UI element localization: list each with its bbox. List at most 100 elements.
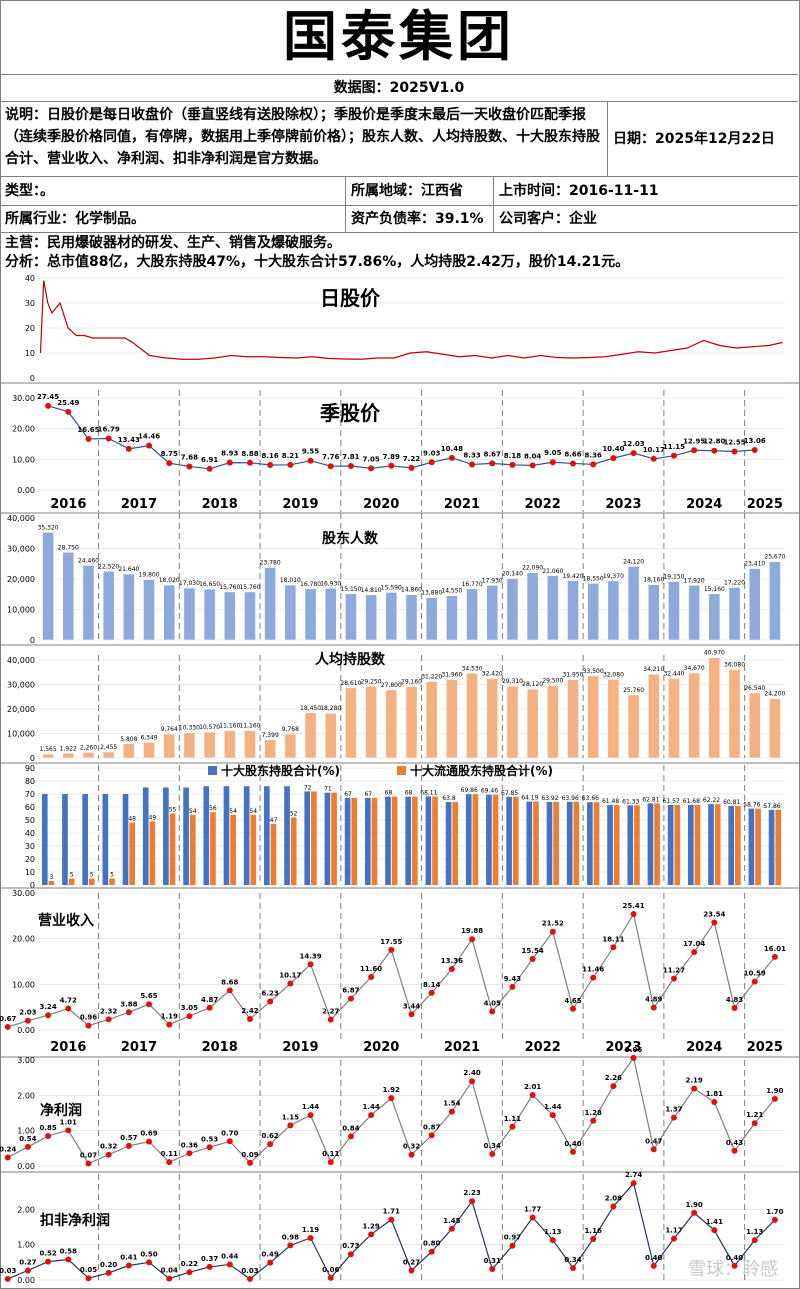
revenue-year-label: 2021 xyxy=(444,1040,480,1055)
holders-ytick: 40,000 xyxy=(7,514,35,523)
net-profit-point xyxy=(610,1083,617,1090)
adjusted-net-profit-data-label: 0.05 xyxy=(80,1266,97,1274)
revenue-point xyxy=(408,1011,415,1018)
quarter-price-point xyxy=(630,450,637,457)
industry-text: 所属行业：化学制品。 xyxy=(5,211,145,227)
adjusted-net-profit-point xyxy=(549,1237,556,1244)
quarter-price-data-label: 11.15 xyxy=(663,443,685,451)
top10-holdings-legend-swatch xyxy=(208,766,217,775)
top10-holdings-bar-total xyxy=(41,794,48,885)
per-holder-data-label: 18,450 xyxy=(300,705,321,712)
adjusted-net-profit-data-label: 0.22 xyxy=(181,1260,198,1268)
adjusted-net-profit-point xyxy=(65,1256,72,1263)
per-holder-data-label: 2,455 xyxy=(100,744,117,751)
quarter-price-point xyxy=(691,447,698,454)
quarter-price-data-label: 7.22 xyxy=(403,455,420,463)
net-profit-data-label: 1.44 xyxy=(544,1103,561,1111)
top10-holdings-ytick: 30 xyxy=(25,842,35,851)
holders-bar xyxy=(143,579,155,641)
per-holder-bar xyxy=(284,733,297,759)
per-holder-bar xyxy=(183,732,196,759)
holders-bar xyxy=(345,593,357,641)
per-holder-bar xyxy=(365,686,377,759)
quarter-price-point xyxy=(327,463,334,470)
adjusted-net-profit-point xyxy=(388,1216,395,1223)
top10-holdings-legend-swatch xyxy=(397,766,406,775)
per-holder-title: 人均持股数 xyxy=(315,651,386,668)
net-profit-point xyxy=(469,1078,476,1085)
holders-bar xyxy=(365,594,377,641)
top10-holdings-bar-total xyxy=(82,794,88,885)
adjusted-net-profit-point xyxy=(307,1234,314,1241)
top10-holdings-legend-label: 十大股东持股合计(%) xyxy=(221,763,340,778)
revenue-point xyxy=(428,989,435,996)
per-holder-bar xyxy=(466,673,478,759)
top10-holdings-bar-total xyxy=(163,787,169,885)
quarter-price-point xyxy=(246,459,253,466)
holders-data-label: 19,420 xyxy=(563,573,584,580)
revenue-data-label: 10.59 xyxy=(744,970,766,978)
net-profit-point xyxy=(711,1099,718,1106)
top10-holdings-bar-total xyxy=(344,797,351,885)
holders-data-label: 22,090 xyxy=(522,565,543,572)
adjusted-net-profit-point xyxy=(529,1214,536,1221)
net-profit-point xyxy=(246,1159,253,1166)
quarter-price-point xyxy=(287,461,294,468)
revenue-point xyxy=(751,978,758,985)
per-holder-bar xyxy=(203,731,216,759)
holders-data-label: 22,520 xyxy=(98,563,119,570)
revenue-data-label: 11.27 xyxy=(663,967,685,975)
top10-holdings-bar-float xyxy=(412,796,418,885)
top10-holdings-ytick: 20 xyxy=(25,855,35,864)
adjusted-net-profit-ytick: 1.00 xyxy=(17,1241,35,1250)
revenue-point xyxy=(711,919,718,926)
holders-bar xyxy=(425,597,438,641)
quarter-price-data-label: 8.21 xyxy=(282,452,299,460)
net-profit-point xyxy=(206,1144,213,1151)
adjusted-net-profit-point xyxy=(327,1274,334,1281)
revenue-data-label: 11.46 xyxy=(582,966,604,974)
holders-data-label: 16,780 xyxy=(300,581,321,588)
quarter-price-point xyxy=(469,461,476,468)
net-profit-point xyxy=(529,1091,536,1098)
quarter-price-point xyxy=(186,463,193,470)
quarter-price-point xyxy=(166,460,173,467)
top10-holdings-bar-float xyxy=(210,812,216,885)
revenue-data-label: 4.89 xyxy=(645,996,662,1004)
top10-holdings-bar-float xyxy=(492,794,499,885)
per-holder-data-label: 1,565 xyxy=(40,746,57,753)
net-profit-point xyxy=(85,1160,92,1167)
net-profit-data-label: 0.09 xyxy=(241,1151,258,1159)
holders-data-label: 15,760 xyxy=(239,584,260,591)
holders-bar xyxy=(466,588,478,641)
quarter-price-year-label: 2020 xyxy=(363,497,399,512)
top10-holdings-data-label: 54 xyxy=(229,808,237,815)
adjusted-net-profit-data-label: 1.71 xyxy=(383,1208,400,1216)
top10-holdings-bar-float xyxy=(88,878,95,885)
adjusted-net-profit-data-label: 0.27 xyxy=(19,1258,36,1266)
top10-holdings-ytick: 0 xyxy=(30,881,35,890)
net-profit-data-label: 0.69 xyxy=(140,1130,157,1138)
adjusted-net-profit-data-label: 2.08 xyxy=(605,1195,622,1203)
net-profit-point xyxy=(448,1108,455,1115)
top10-holdings-bar-float xyxy=(189,814,196,885)
quarter-price-data-label: 10.40 xyxy=(602,445,624,453)
top10-holdings-bar-total xyxy=(203,786,210,885)
adjusted-net-profit-data-label: 0.03 xyxy=(241,1267,258,1275)
holders-data-label: 17,930 xyxy=(482,577,503,584)
quarter-price-data-label: 9.05 xyxy=(544,449,561,457)
quarter-price-year-label: 2025 xyxy=(747,497,783,512)
per-holder-bar xyxy=(143,742,155,759)
top10-holdings-bar-total xyxy=(546,801,553,885)
per-holder-data-label: 9,768 xyxy=(282,726,299,733)
adjusted-net-profit-point xyxy=(368,1231,375,1238)
holders-bar xyxy=(42,532,54,641)
per-holder-data-label: 11,160 xyxy=(239,723,260,730)
note-text: 说明：日股价是每日收盘价（垂直竖线有送股除权）；季股价是季度末最后一天收盘价匹配… xyxy=(5,107,600,167)
adjusted-net-profit-data-label: 0.73 xyxy=(342,1242,359,1250)
revenue-ytick: 20.00 xyxy=(12,935,35,944)
revenue-data-label: 5.65 xyxy=(140,992,157,1000)
adjusted-net-profit-ytick: 0.00 xyxy=(17,1276,35,1285)
adjusted-net-profit-point xyxy=(24,1267,31,1274)
